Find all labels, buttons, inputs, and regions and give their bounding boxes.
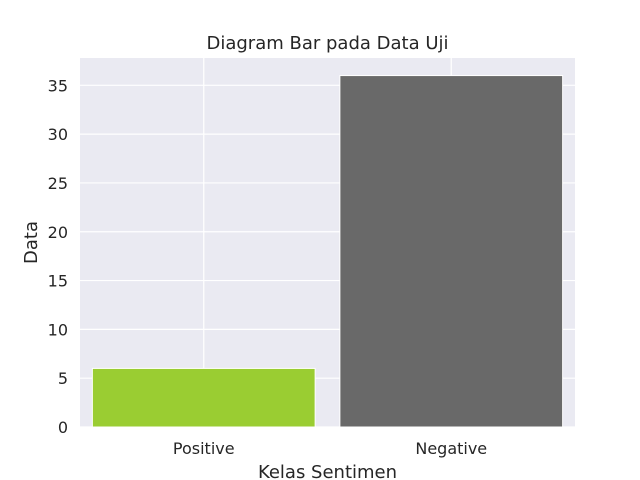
x-axis-label: Kelas Sentimen: [258, 462, 397, 480]
y-tick-label: 25: [48, 174, 68, 193]
bar-negative: [339, 75, 564, 428]
y-axis-label: Data: [21, 221, 42, 264]
y-tick-label: 20: [48, 223, 68, 242]
y-tick-label: 5: [58, 369, 68, 388]
y-tick-label: 0: [58, 418, 68, 437]
y-tick-label: 30: [48, 125, 68, 144]
x-tick-label-negative: Negative: [415, 439, 487, 458]
bar-positive: [91, 367, 316, 428]
y-tick-label: 15: [48, 272, 68, 291]
y-tick-labels: 0 5 10 15 20 25 30 35: [48, 76, 68, 437]
chart-title: Diagram Bar pada Data Uji: [206, 33, 448, 54]
bars: [91, 75, 564, 428]
x-tick-labels: Positive Negative: [173, 439, 487, 458]
y-tick-label: 35: [48, 76, 68, 95]
x-tick-label-positive: Positive: [173, 439, 235, 458]
y-tick-label: 10: [48, 320, 68, 339]
